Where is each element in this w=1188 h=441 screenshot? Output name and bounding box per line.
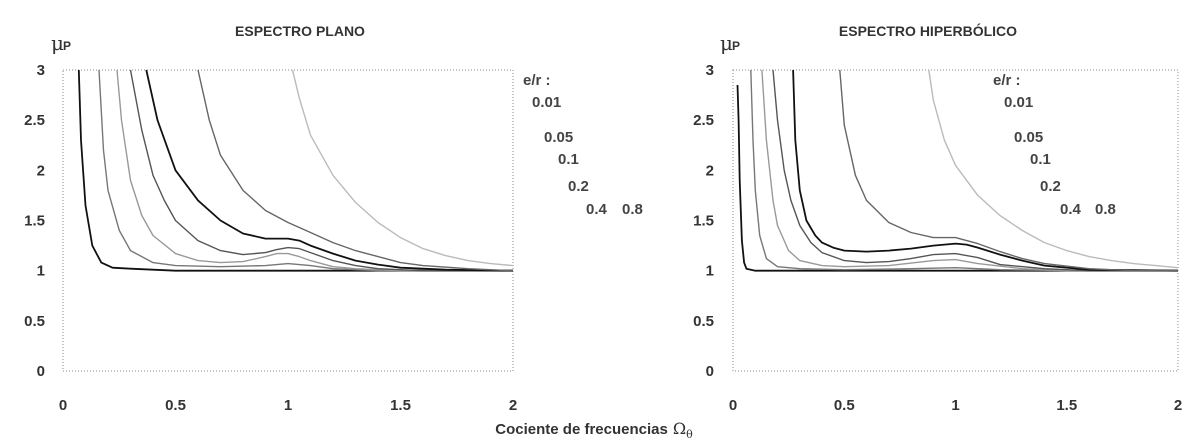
y-tick-label-left: 0 — [37, 363, 45, 380]
plot-frame-left — [62, 69, 514, 372]
y-axis-label-right: μ — [720, 31, 733, 55]
y-tick-label-left: 2 — [37, 162, 45, 179]
x-tick-label-left: 0.5 — [165, 397, 186, 414]
y-axis-label-left: μ — [51, 31, 64, 55]
x-axis-label-symbol: Ω — [673, 419, 686, 438]
x-tick-label-left: 0 — [59, 397, 67, 414]
y-tick-label-left: 2.5 — [24, 112, 45, 129]
series-group-left — [77, 69, 514, 272]
y-tick-label-right: 2 — [706, 162, 714, 179]
y-tick-label-left: 1.5 — [24, 213, 45, 230]
x-tick-label-right: 1 — [951, 397, 959, 414]
x-tick-label-right: 0 — [729, 397, 737, 414]
annotation-label-right: 0.8 — [1095, 201, 1116, 218]
annotation-group-left: e/r : 0.01 0.05 0.1 0.2 0.4 0.8 — [523, 72, 643, 218]
x-tick-label-right: 1.5 — [1056, 397, 1077, 414]
y-tick-label-left: 0.5 — [24, 313, 45, 330]
annotation-label-left: 0.01 — [532, 94, 561, 111]
annotation-label-left: 0.05 — [544, 129, 573, 146]
series-line-left-6 — [291, 69, 514, 267]
annotation-label-right: 0.4 — [1060, 201, 1082, 218]
series-line-right-4 — [792, 69, 1179, 272]
annotation-label-left: e/r : — [523, 72, 551, 89]
x-tick-label-right: 2 — [1174, 397, 1182, 414]
annotation-label-right: 0.05 — [1014, 129, 1043, 146]
annotation-label-left: 0.8 — [622, 201, 643, 218]
chart-title-left: ESPECTRO PLANO — [235, 23, 365, 39]
annotation-label-right: 0.1 — [1030, 151, 1051, 168]
y-tick-label-left: 3 — [37, 62, 45, 79]
series-line-left-2 — [116, 69, 513, 272]
series-line-left-0 — [77, 69, 513, 272]
plot-frame-right — [732, 69, 1179, 372]
annotation-label-right: 0.2 — [1040, 178, 1061, 195]
series-line-left-5 — [197, 69, 514, 272]
y-tick-label-right: 1 — [706, 263, 714, 280]
tick-group-left: 0 0.5 1 1.5 2 0 0.5 1 1.5 2 2.5 3 — [24, 62, 517, 414]
series-line-right-3 — [772, 69, 1178, 272]
y-axis-label-sub-right: P — [732, 39, 740, 53]
y-tick-label-left: 1 — [37, 263, 45, 280]
series-line-right-2 — [761, 69, 1178, 272]
series-line-left-1 — [98, 69, 513, 272]
x-tick-label-left: 1 — [284, 397, 292, 414]
series-line-right-6 — [928, 69, 1179, 269]
tick-group-right: 0 0.5 1 1.5 2 0 0.5 1 1.5 2 2.5 3 — [693, 62, 1182, 414]
x-axis-label-text: Cociente de frecuencias — [495, 421, 668, 438]
series-line-right-0 — [736, 84, 1178, 272]
y-axis-label-sub-left: P — [63, 39, 71, 53]
annotation-label-left: 0.2 — [568, 178, 589, 195]
y-tick-label-right: 0.5 — [693, 313, 714, 330]
x-tick-label-left: 2 — [509, 397, 517, 414]
series-line-left-3 — [129, 69, 513, 272]
annotation-label-left: 0.1 — [558, 151, 579, 168]
series-line-right-5 — [839, 69, 1178, 272]
x-tick-label-right: 0.5 — [834, 397, 855, 414]
annotation-label-left: 0.4 — [586, 201, 608, 218]
y-tick-label-right: 1.5 — [693, 213, 714, 230]
series-line-right-1 — [750, 69, 1178, 272]
y-tick-label-right: 0 — [706, 363, 714, 380]
annotation-label-right: 0.01 — [1004, 94, 1033, 111]
x-tick-label-left: 1.5 — [390, 397, 411, 414]
annotation-group-right: e/r : 0.01 0.05 0.1 0.2 0.4 0.8 — [993, 72, 1116, 218]
y-tick-label-right: 2.5 — [693, 112, 714, 129]
y-tick-label-right: 3 — [706, 62, 714, 79]
series-line-left-4 — [145, 69, 514, 272]
series-group-right — [736, 69, 1179, 272]
x-axis-label-subscript: θ — [686, 428, 693, 441]
x-axis-label: Cociente de frecuencias Ωθ — [495, 419, 693, 441]
annotation-label-right: e/r : — [993, 72, 1021, 89]
chart-title-right: ESPECTRO HIPERBÓLICO — [839, 22, 1017, 39]
